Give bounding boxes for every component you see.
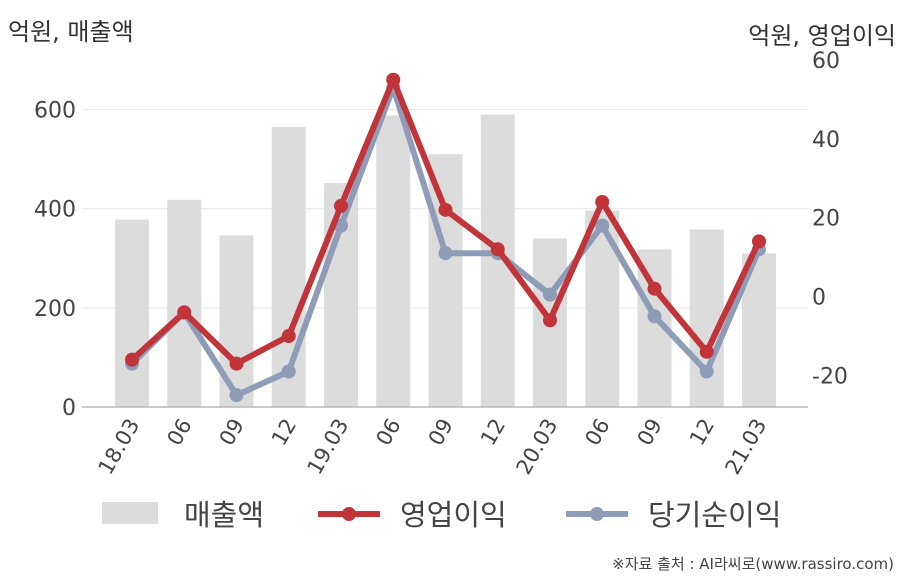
x-tick-label: 20.03 [511,415,562,479]
right-tick-label: 40 [812,128,840,153]
legend-marker [590,507,604,521]
data-point [438,202,453,217]
data-point [595,218,610,233]
data-point [438,246,453,261]
left-tick-label: 0 [62,396,76,421]
data-point [647,309,662,324]
data-point [334,198,348,213]
data-point [490,242,505,257]
legend-swatch [102,502,158,524]
data-point [125,352,139,367]
x-tick-label: 06 [580,415,614,450]
bar [689,229,724,407]
bar [167,199,202,407]
x-tick-label: 18.03 [93,415,144,479]
x-tick-label: 12 [267,415,301,450]
x-tick-label: 21.03 [720,415,771,479]
data-point [229,388,244,403]
bar [428,154,463,407]
data-point [647,281,662,296]
x-tick-label: 06 [371,415,405,450]
x-tick-label: 09 [633,415,667,450]
x-tick-label: 19.03 [302,415,353,479]
data-point [281,364,296,379]
data-point [699,364,714,379]
legend-marker [342,507,356,521]
legend-label: 매출액 [184,498,264,532]
data-point [752,234,766,249]
right-tick-label: 60 [812,49,840,74]
left-axis-unit: 억원, 매출액 [8,18,134,46]
x-tick-label: 12 [476,415,510,450]
right-tick-label: 0 [812,286,826,311]
data-point [281,329,296,344]
data-point [543,287,557,302]
left-tick-label: 600 [34,99,76,124]
data-point [595,194,610,209]
x-tick-label: 06 [162,415,196,450]
legend-label: 당기순이익 [648,498,781,532]
bar [115,219,149,407]
x-tick-label: 12 [685,415,719,450]
data-point [699,344,714,359]
right-tick-label: 20 [812,207,840,232]
bar [324,182,358,407]
x-tick-label: 09 [424,415,458,450]
right-tick-label: -20 [812,364,848,389]
data-point [543,313,557,328]
data-point [177,305,192,320]
source-note: ※자료 출처 : AI라씨로(www.rassiro.com) [612,555,894,573]
data-point [229,356,244,371]
left-tick-label: 400 [34,198,76,223]
legend-label: 영업이익 [400,498,507,532]
data-point [386,72,401,87]
x-tick-label: 09 [215,415,249,450]
left-tick-label: 200 [34,297,76,322]
right-axis-unit: 억원, 영업이익 [748,22,896,50]
bar [376,115,411,408]
bar [271,126,306,408]
